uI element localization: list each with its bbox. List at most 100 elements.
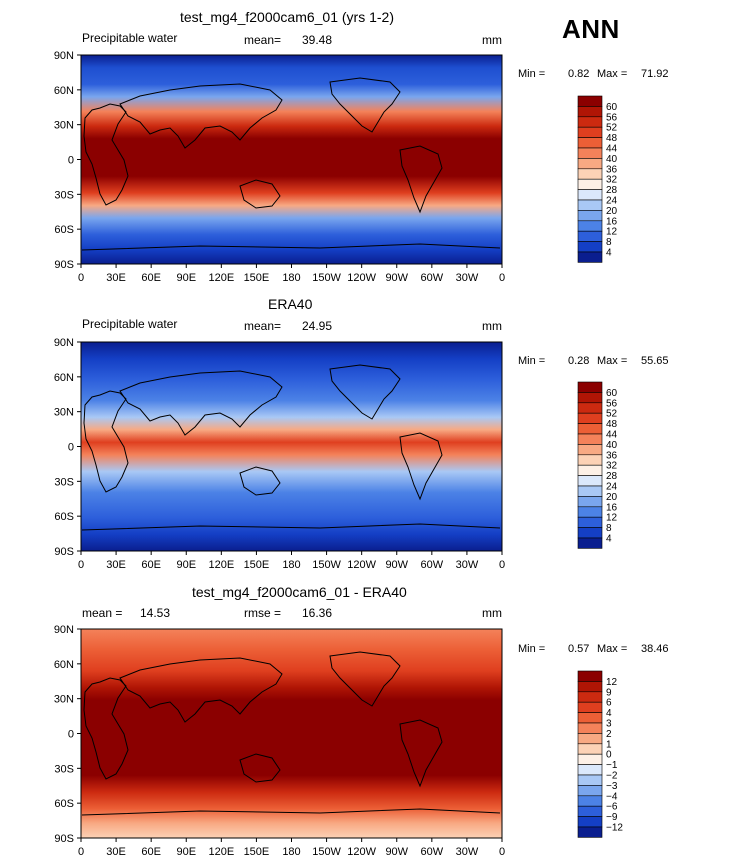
- lat-tick-label: 60S: [54, 224, 74, 236]
- lat-tick-label: 90S: [54, 833, 74, 845]
- panel-1-coastlines: [81, 77, 501, 251]
- colorbar-label: 60: [606, 388, 618, 399]
- colorbar-label: 6: [606, 698, 612, 709]
- lon-tick-label: 30W: [456, 846, 479, 858]
- lon-tick-label: 60E: [141, 846, 161, 858]
- panel-1-mean-label: mean=: [244, 33, 282, 47]
- colorbar-label: 52: [606, 123, 618, 134]
- lon-tick-label: 30E: [106, 559, 126, 571]
- colorbar-label: 3: [606, 719, 612, 730]
- colorbar-label: 9: [606, 687, 612, 698]
- lat-tick-label: 90N: [54, 337, 74, 349]
- lat-tick-label: 90N: [54, 624, 74, 636]
- panel-1-units: mm: [482, 33, 502, 47]
- lat-tick-label: 30N: [54, 694, 74, 706]
- lon-tick-label: 120E: [208, 846, 234, 858]
- colorbar-label: 4: [606, 534, 612, 545]
- lat-tick-label: 60N: [54, 659, 74, 671]
- lat-tick-label: 90S: [54, 259, 74, 271]
- lat-tick-label: 30S: [54, 476, 74, 488]
- colorbar-label: 8: [606, 237, 612, 248]
- lat-tick-label: 30N: [54, 120, 74, 132]
- lon-tick-label: 0: [78, 559, 84, 571]
- colorbar-label: 16: [606, 216, 618, 227]
- lat-tick-label: 0: [68, 442, 74, 454]
- lat-tick-label: 60N: [54, 372, 74, 384]
- panel-3-min-value: 0.57: [568, 643, 590, 655]
- lon-tick-label: 120E: [208, 559, 234, 571]
- lon-tick-label: 150W: [312, 559, 341, 571]
- lon-tick-label: 0: [78, 846, 84, 858]
- colorbar-label: 32: [606, 461, 618, 472]
- lon-tick-label: 0: [499, 846, 505, 858]
- lon-tick-label: 30W: [456, 559, 479, 571]
- lon-tick-label: 90W: [385, 272, 408, 284]
- lat-tick-label: 30S: [54, 763, 74, 775]
- panel-2-mean-label: mean=: [244, 319, 282, 333]
- lon-tick-label: 60E: [141, 272, 161, 284]
- lat-tick-label: 60N: [54, 85, 74, 97]
- panel-3-min-label: Min =: [518, 643, 546, 655]
- panel-2-map: [80, 341, 503, 552]
- panel-1-max-value: 71.92: [641, 68, 669, 80]
- panel-3-title: test_mg4_f2000cam6_01 - ERA40: [192, 584, 407, 600]
- colorbar-label: 20: [606, 206, 618, 217]
- colorbar-swatch: [577, 537, 603, 549]
- colorbar-label: 56: [606, 112, 618, 123]
- colorbar-label: 16: [606, 502, 618, 513]
- panel-2-mean-value: 24.95: [302, 319, 333, 333]
- colorbar-label: 12: [606, 513, 618, 524]
- colorbar-label: −3: [606, 781, 618, 792]
- lon-tick-label: 120W: [347, 272, 376, 284]
- season-label: ANN: [562, 14, 620, 44]
- colorbar-label: 4: [606, 708, 612, 719]
- lon-tick-label: 90E: [176, 559, 196, 571]
- panel-2-title: ERA40: [268, 296, 313, 312]
- lon-tick-label: 90E: [176, 272, 196, 284]
- lon-tick-label: 60W: [421, 272, 444, 284]
- colorbar-label: 48: [606, 133, 618, 144]
- lon-tick-label: 150W: [312, 272, 341, 284]
- colorbar-label: 28: [606, 471, 618, 482]
- panel-2-variable-label: Precipitable water: [82, 317, 178, 331]
- panel-1-min-value: 0.82: [568, 68, 590, 80]
- colorbar-label: 40: [606, 154, 618, 165]
- colorbar-label: 24: [606, 196, 618, 207]
- colorbar-label: −2: [606, 771, 618, 782]
- lat-tick-label: 60S: [54, 511, 74, 523]
- lat-tick-label: 30N: [54, 407, 74, 419]
- lon-tick-label: 30E: [106, 846, 126, 858]
- colorbar-label: −4: [606, 791, 618, 802]
- colorbar-label: 24: [606, 482, 618, 493]
- colorbar-label: 28: [606, 185, 618, 196]
- lon-tick-label: 60W: [421, 846, 444, 858]
- colorbar-label: 48: [606, 419, 618, 430]
- colorbar-label: 1: [606, 739, 612, 750]
- lon-tick-label: 90E: [176, 846, 196, 858]
- lon-tick-label: 30W: [456, 272, 479, 284]
- panel-2-min-label: Min =: [518, 355, 546, 367]
- panel-3-mean-value: 14.53: [140, 606, 171, 620]
- panel-3-mean-label: mean =: [82, 606, 123, 620]
- lon-tick-label: 180: [282, 559, 300, 571]
- colorbar-label: 2: [606, 729, 612, 740]
- colorbar-label: −1: [606, 760, 618, 771]
- panel-1-variable-label: Precipitable water: [82, 31, 178, 45]
- lon-tick-label: 90W: [385, 846, 408, 858]
- panel-1-max-label: Max =: [597, 68, 628, 80]
- panel-1-title: test_mg4_f2000cam6_01 (yrs 1-2): [180, 9, 394, 25]
- colorbar-label: 8: [606, 523, 612, 534]
- colorbar-label: 44: [606, 144, 618, 155]
- panel-3-units: mm: [482, 606, 502, 620]
- panel-2-min-value: 0.28: [568, 355, 590, 367]
- lon-tick-label: 30E: [106, 272, 126, 284]
- colorbar-swatch: [577, 251, 603, 263]
- colorbar-label: 12: [606, 227, 618, 238]
- lon-tick-label: 150E: [244, 559, 270, 571]
- panel-3-rmse-value: 16.36: [302, 606, 333, 620]
- colorbar-label: 4: [606, 248, 612, 259]
- panel-3-coastlines: [81, 651, 501, 816]
